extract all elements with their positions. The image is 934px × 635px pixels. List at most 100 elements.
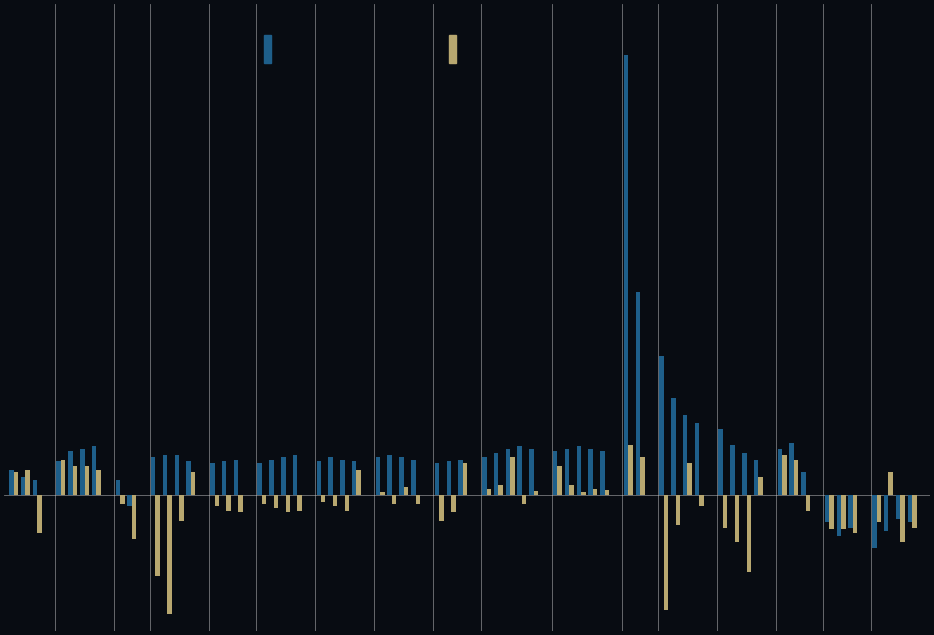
- Bar: [896, 495, 900, 519]
- Bar: [333, 495, 337, 505]
- Bar: [683, 415, 687, 495]
- Bar: [380, 492, 385, 495]
- Bar: [451, 495, 456, 512]
- Bar: [37, 495, 42, 533]
- Bar: [238, 495, 243, 512]
- Bar: [411, 460, 416, 495]
- Bar: [297, 495, 302, 511]
- Bar: [132, 495, 136, 539]
- Bar: [68, 451, 73, 495]
- Bar: [399, 457, 403, 495]
- Bar: [695, 424, 700, 495]
- Bar: [723, 495, 728, 528]
- Bar: [175, 455, 179, 495]
- Bar: [234, 460, 238, 495]
- Bar: [825, 495, 829, 523]
- Bar: [565, 449, 569, 495]
- Bar: [743, 453, 746, 495]
- Bar: [85, 465, 89, 495]
- Bar: [222, 462, 226, 495]
- Bar: [73, 465, 78, 495]
- Bar: [675, 495, 680, 525]
- Bar: [9, 470, 14, 495]
- Bar: [14, 472, 18, 495]
- Bar: [352, 462, 357, 495]
- Bar: [446, 462, 451, 495]
- Bar: [829, 495, 834, 529]
- Bar: [263, 35, 271, 63]
- Bar: [794, 460, 799, 495]
- Bar: [187, 462, 191, 495]
- Bar: [167, 495, 172, 614]
- Bar: [499, 485, 502, 495]
- Bar: [215, 495, 219, 505]
- Bar: [908, 495, 913, 523]
- Bar: [116, 480, 120, 495]
- Bar: [191, 472, 195, 495]
- Bar: [664, 495, 669, 610]
- Bar: [735, 495, 740, 542]
- Bar: [553, 451, 558, 495]
- Bar: [151, 457, 155, 495]
- Bar: [581, 492, 586, 495]
- Bar: [155, 495, 160, 576]
- Bar: [226, 495, 231, 511]
- Bar: [754, 460, 758, 495]
- Bar: [900, 495, 905, 542]
- Bar: [487, 488, 491, 495]
- Bar: [463, 463, 467, 495]
- Bar: [510, 457, 515, 495]
- Bar: [392, 495, 396, 504]
- Bar: [403, 487, 408, 495]
- Bar: [888, 472, 893, 495]
- Bar: [269, 460, 274, 495]
- Bar: [375, 457, 380, 495]
- Bar: [56, 462, 61, 495]
- Bar: [416, 495, 420, 504]
- Bar: [534, 491, 538, 495]
- Bar: [624, 55, 629, 495]
- Bar: [321, 495, 325, 502]
- Bar: [317, 462, 321, 495]
- Bar: [672, 398, 675, 495]
- Bar: [210, 463, 215, 495]
- Bar: [659, 356, 664, 495]
- Bar: [782, 455, 786, 495]
- Bar: [21, 477, 25, 495]
- Bar: [329, 457, 333, 495]
- Bar: [758, 477, 763, 495]
- Bar: [848, 495, 853, 528]
- Bar: [505, 449, 510, 495]
- Bar: [913, 495, 916, 528]
- Bar: [872, 495, 877, 548]
- Bar: [482, 457, 487, 495]
- Bar: [293, 455, 297, 495]
- Bar: [448, 35, 456, 63]
- Bar: [593, 488, 598, 495]
- Bar: [789, 443, 794, 495]
- Bar: [357, 470, 361, 495]
- Bar: [806, 495, 810, 511]
- Bar: [120, 495, 124, 504]
- Bar: [718, 429, 723, 495]
- Bar: [179, 495, 184, 521]
- Bar: [522, 495, 527, 504]
- Bar: [842, 495, 845, 529]
- Bar: [459, 460, 463, 495]
- Bar: [601, 451, 604, 495]
- Bar: [746, 495, 751, 572]
- Bar: [258, 463, 262, 495]
- Bar: [884, 495, 888, 531]
- Bar: [163, 455, 167, 495]
- Bar: [262, 495, 266, 504]
- Bar: [569, 485, 573, 495]
- Bar: [33, 480, 37, 495]
- Bar: [530, 449, 534, 495]
- Bar: [558, 465, 562, 495]
- Bar: [576, 446, 581, 495]
- Bar: [96, 470, 101, 495]
- Bar: [700, 495, 704, 505]
- Bar: [345, 495, 349, 511]
- Bar: [629, 444, 633, 495]
- Bar: [439, 495, 444, 521]
